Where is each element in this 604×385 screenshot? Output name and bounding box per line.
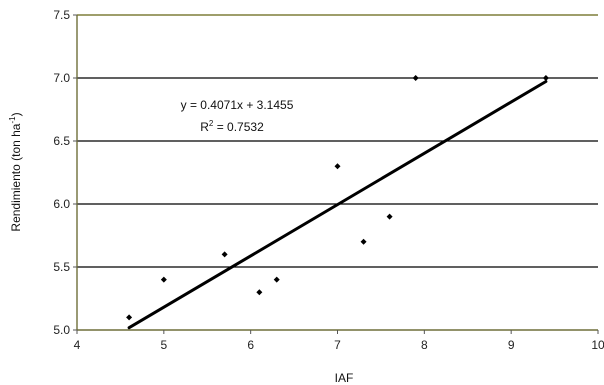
y-tick-label-0: 5.0 — [53, 323, 70, 337]
y-tick-label-2: 6.0 — [53, 197, 70, 211]
y-tick-label-3: 6.5 — [53, 134, 70, 148]
y-tick-labels: 5.0 5.5 6.0 6.5 7.0 7.5 — [53, 8, 77, 337]
x-tick-label-1: 5 — [160, 338, 167, 352]
x-tick-label-4: 8 — [421, 338, 428, 352]
data-point-4 — [273, 276, 280, 283]
x-tick-label-5: 9 — [508, 338, 515, 352]
x-tick-label-2: 6 — [247, 338, 254, 352]
x-tick-label-0: 4 — [74, 338, 81, 352]
y-axis-title: Rendimiento (ton ha-1) — [8, 112, 23, 231]
trendline — [127, 79, 548, 330]
trendline-equation: y = 0.4071x + 3.1455 — [181, 98, 294, 112]
x-tick-label-3: 7 — [334, 338, 341, 352]
trendline-r-squared: R2 = 0.7532 — [200, 119, 264, 134]
data-point-2 — [221, 251, 228, 258]
data-point-3 — [256, 289, 263, 296]
y-tick-label-1: 5.5 — [53, 260, 70, 274]
data-point-0 — [126, 314, 133, 321]
data-point-5 — [334, 163, 341, 170]
trendline-layer — [127, 79, 548, 330]
y-tick-label-4: 7.0 — [53, 71, 70, 85]
data-point-9 — [542, 75, 549, 81]
plot-frame — [76, 14, 598, 331]
gridlines — [77, 77, 598, 268]
data-point-8 — [412, 75, 419, 81]
x-axis-title: IAF — [335, 371, 354, 385]
y-tick-label-5: 7.5 — [53, 8, 70, 22]
x-tick-labels: 4 5 6 7 8 9 10 — [74, 330, 604, 352]
data-point-7 — [386, 213, 393, 220]
data-points — [126, 75, 549, 321]
x-tick-label-6: 10 — [591, 338, 604, 352]
data-point-6 — [360, 238, 367, 245]
data-point-1 — [160, 276, 167, 283]
